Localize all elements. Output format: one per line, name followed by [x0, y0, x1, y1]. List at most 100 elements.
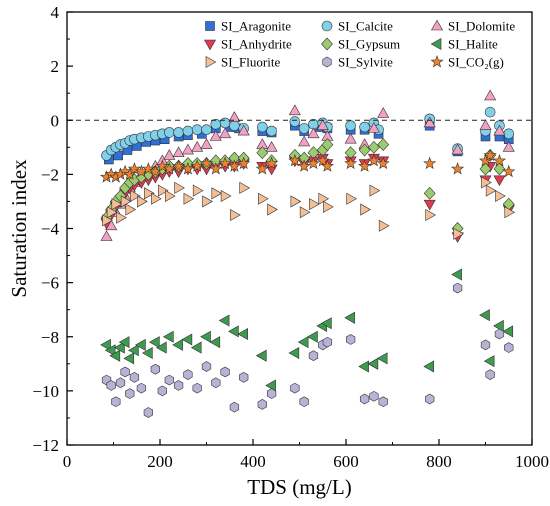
- data-point: [307, 127, 320, 139]
- data-point: [298, 135, 311, 147]
- data-marks: [99, 89, 516, 418]
- data-point: [190, 159, 204, 172]
- data-point: [125, 203, 137, 216]
- data-point: [423, 186, 436, 200]
- data-point: [209, 162, 223, 175]
- x-axis-title: TDS (mg/L): [247, 475, 351, 499]
- data-point: [220, 366, 230, 378]
- data-point: [219, 127, 232, 139]
- data-point: [299, 206, 311, 219]
- data-point: [109, 349, 121, 362]
- data-point: [141, 162, 155, 175]
- data-point: [378, 219, 390, 232]
- data-point: [359, 121, 370, 133]
- data-point: [200, 138, 213, 149]
- x-tick-label: 600: [333, 452, 359, 471]
- data-point: [453, 227, 464, 240]
- data-point: [148, 336, 160, 349]
- data-point: [480, 339, 491, 351]
- y-tick-label: 4: [51, 3, 60, 22]
- data-point: [494, 328, 505, 340]
- legend-label: SI_Dolomite: [448, 19, 515, 34]
- data-point: [376, 352, 388, 365]
- legend-marker: [205, 21, 215, 31]
- data-point: [298, 123, 310, 134]
- data-point: [127, 162, 141, 175]
- data-point: [199, 156, 214, 170]
- data-point: [344, 132, 357, 144]
- data-point: [218, 314, 230, 327]
- y-axis-ticks: −12 −10 −8 −6 −4 −2 0 2 4: [32, 3, 73, 455]
- data-point: [125, 388, 135, 399]
- data-point: [183, 369, 193, 380]
- data-point: [265, 379, 276, 392]
- data-point: [425, 208, 437, 221]
- data-point: [164, 127, 175, 138]
- x-tick-label: 200: [147, 452, 173, 471]
- data-point: [306, 156, 320, 170]
- data-point: [493, 175, 506, 187]
- data-point: [346, 334, 356, 345]
- x-tick-label: 0: [63, 452, 72, 471]
- data-point: [322, 336, 333, 348]
- data-point: [174, 181, 185, 194]
- x-tick-label: 1000: [515, 452, 549, 471]
- data-point: [451, 162, 465, 175]
- data-point: [299, 396, 309, 408]
- data-point: [210, 119, 222, 130]
- legend-item: SI_Dolomite: [430, 19, 515, 34]
- data-point: [237, 124, 250, 136]
- data-point: [320, 159, 334, 172]
- data-point: [151, 192, 162, 205]
- data-point: [423, 360, 435, 373]
- y-tick-label: −4: [41, 220, 60, 239]
- data-point: [200, 330, 211, 343]
- y-tick-label: 0: [51, 111, 60, 130]
- data-point: [451, 143, 464, 155]
- data-point: [369, 390, 379, 402]
- data-point: [172, 338, 183, 351]
- legend-marker: [321, 37, 333, 51]
- data-point: [377, 107, 390, 118]
- legend-label: SI_Gypsum: [338, 37, 400, 52]
- data-point: [257, 192, 269, 205]
- y-tick-label: −12: [32, 436, 59, 455]
- data-point: [230, 208, 241, 221]
- y-tick-label: −6: [41, 274, 59, 293]
- x-tick-label: 800: [426, 452, 452, 471]
- data-point: [360, 203, 371, 216]
- legend-item: SI_Gypsum: [321, 37, 400, 52]
- data-point: [129, 371, 140, 383]
- data-point: [162, 162, 176, 175]
- legend-marker: [205, 55, 217, 69]
- data-point: [237, 156, 251, 170]
- data-point: [143, 407, 154, 418]
- data-point: [492, 153, 506, 167]
- data-point: [367, 140, 380, 154]
- data-point: [183, 192, 195, 205]
- data-point: [172, 146, 185, 158]
- data-point: [191, 140, 204, 152]
- x-tick-label: 400: [240, 452, 266, 471]
- data-point: [135, 338, 146, 351]
- data-point: [157, 385, 167, 397]
- data-point: [423, 156, 437, 170]
- data-point: [190, 341, 202, 354]
- data-point: [345, 120, 356, 131]
- data-point: [172, 159, 186, 172]
- data-point: [359, 393, 370, 405]
- data-point: [209, 336, 221, 349]
- data-point: [228, 111, 241, 122]
- data-point: [367, 357, 379, 370]
- data-point: [265, 140, 278, 152]
- data-point: [192, 382, 202, 394]
- legend-marker: [430, 19, 444, 31]
- data-point: [219, 117, 231, 129]
- data-point: [123, 352, 135, 365]
- data-point: [502, 164, 516, 178]
- data-point: [256, 146, 269, 160]
- data-point: [484, 89, 497, 101]
- legend-label: SI_Halite: [448, 37, 498, 52]
- data-point: [162, 330, 174, 343]
- data-point: [344, 156, 358, 170]
